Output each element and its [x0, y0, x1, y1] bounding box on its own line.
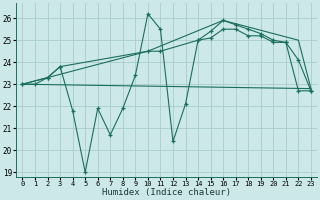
X-axis label: Humidex (Indice chaleur): Humidex (Indice chaleur)	[102, 188, 231, 197]
